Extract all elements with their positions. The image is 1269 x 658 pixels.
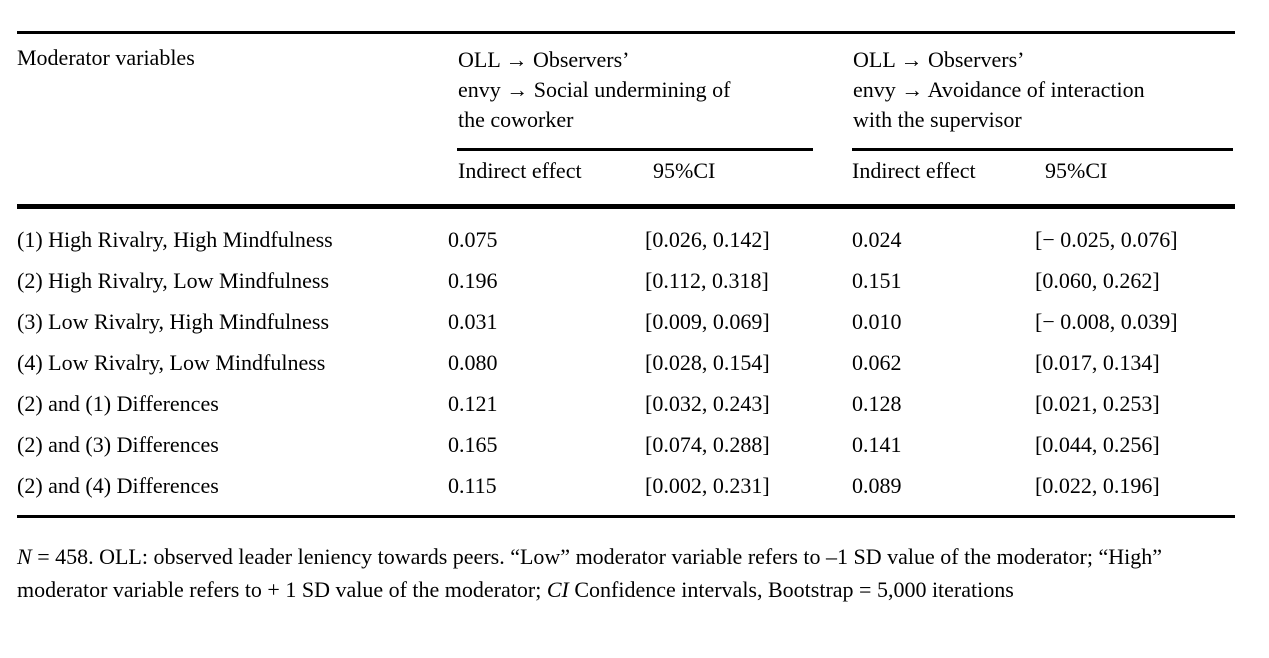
row-label: (2) and (1) Differences (17, 391, 219, 416)
group2-spanner-rule: OLL → Observers’ envy → Avoidance of int… (852, 45, 1234, 151)
column-header-row: Indirect effect 95%CI Indirect effect 95… (17, 151, 1236, 209)
group1-title: OLL → Observers’ envy → Social undermini… (458, 47, 731, 132)
ci-1: [0.002, 0.231] (645, 465, 853, 518)
ci-2: [0.060, 0.262] (1035, 268, 1160, 293)
col-header-indirect-effect-2: Indirect effect (852, 151, 1036, 209)
indirect-effect-1: 0.080 (448, 350, 498, 375)
group1-spanner-rule: OLL → Observers’ envy → Social undermini… (457, 45, 814, 151)
ci-1: [0.009, 0.069] (645, 309, 770, 334)
ci-1: [0.074, 0.288] (645, 432, 770, 457)
indirect-effect-2: 0.010 (852, 309, 902, 334)
row-label: (4) Low Rivalry, Low Mindfulness (17, 350, 326, 375)
group-header-row: Moderator variables OLL → Observers’ env… (17, 32, 1235, 209)
indirect-effect-1: 0.121 (448, 391, 498, 416)
indirect-effect-1: 0.031 (448, 309, 498, 334)
table-row: (2) High Rivalry, Low Mindfulness 0.196 … (17, 260, 1235, 301)
table-row: (1) High Rivalry, High Mindfulness 0.075… (17, 207, 1235, 261)
group1-header-cell: OLL → Observers’ envy → Social undermini… (448, 33, 852, 151)
table-row: (2) and (4) Differences 0.115 [0.002, 0.… (17, 465, 1236, 518)
row-label: (1) High Rivalry, High Mindfulness (17, 227, 333, 252)
table-row: (2) and (3) Differences 0.165 [0.074, 0.… (17, 424, 1235, 465)
footnote-ci-symbol: CI (546, 577, 569, 602)
ci-1: [0.112, 0.318] (645, 268, 769, 293)
indirect-effect-1: 0.115 (448, 465, 645, 518)
ci-2: [0.022, 0.196] (1035, 465, 1236, 518)
col-header-ci-2: 95%CI (1035, 151, 1236, 209)
ci-1: [0.028, 0.154] (645, 350, 770, 375)
indirect-effect-1: 0.075 (448, 227, 498, 252)
col-header-ci-1: 95%CI (645, 151, 853, 209)
ci-2: [0.021, 0.253] (1035, 391, 1160, 416)
group2-title: OLL → Observers’ envy → Avoidance of int… (853, 47, 1145, 132)
ci-1: [0.032, 0.243] (645, 391, 770, 416)
row-label: (3) Low Rivalry, High Mindfulness (17, 309, 330, 334)
ci-2: [− 0.025, 0.076] (1035, 227, 1178, 252)
stub-header: Moderator variables (17, 32, 448, 209)
indirect-effect-2: 0.024 (852, 227, 902, 252)
table-row: (2) and (1) Differences 0.121 [0.032, 0.… (17, 383, 1235, 424)
indirect-effect-2: 0.062 (852, 350, 902, 375)
ci-2: [0.044, 0.256] (1035, 432, 1160, 457)
table-row: (3) Low Rivalry, High Mindfulness 0.031 … (17, 301, 1235, 342)
indirect-effect-1: 0.196 (448, 268, 498, 293)
group2-header-cell: OLL → Observers’ envy → Avoidance of int… (852, 33, 1235, 151)
indirect-effect-2: 0.089 (852, 465, 1036, 518)
ci-2: [0.017, 0.134] (1035, 350, 1160, 375)
row-label: (2) and (4) Differences (17, 465, 448, 518)
indirect-effect-1: 0.165 (448, 432, 498, 457)
ci-2: [− 0.008, 0.039] (1035, 309, 1178, 334)
results-table: Moderator variables OLL → Observers’ env… (17, 31, 1236, 518)
results-table-wrap: Moderator variables OLL → Observers’ env… (17, 31, 1236, 518)
footnote-n-symbol: N (17, 544, 32, 569)
row-label: (2) and (3) Differences (17, 432, 219, 457)
footnote-text-2: Confidence intervals, Bootstrap = 5,000 … (568, 577, 1014, 602)
indirect-effect-2: 0.141 (852, 432, 902, 457)
ci-1: [0.026, 0.142] (645, 227, 770, 252)
indirect-effect-2: 0.151 (852, 268, 902, 293)
row-label: (2) High Rivalry, Low Mindfulness (17, 268, 330, 293)
col-header-indirect-effect-1: Indirect effect (448, 151, 645, 209)
table-row: (4) Low Rivalry, Low Mindfulness 0.080 [… (17, 342, 1235, 383)
table-footnote: N = 458. OLL: observed leader leniency t… (17, 540, 1252, 606)
indirect-effect-2: 0.128 (852, 391, 902, 416)
footnote-text-1: = 458. OLL: observed leader leniency tow… (17, 544, 1163, 602)
